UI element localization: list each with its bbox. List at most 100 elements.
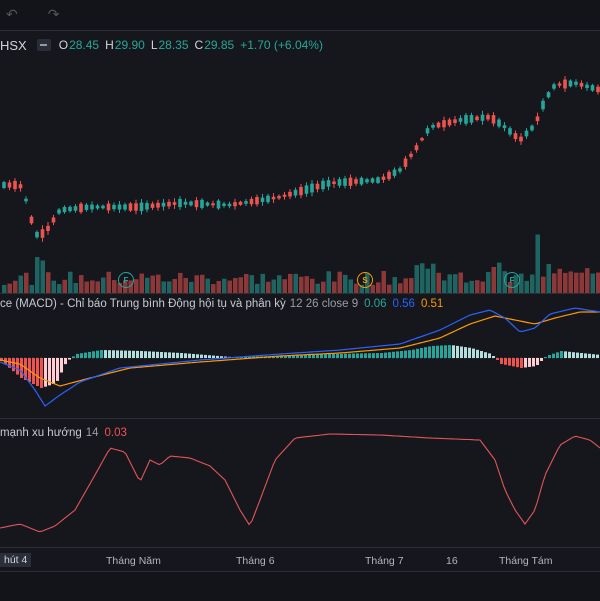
volume-bar — [546, 263, 551, 293]
macd-histogram-bar — [288, 355, 291, 358]
undo-icon[interactable]: ↶ — [6, 6, 18, 22]
macd-histogram-bar — [136, 350, 139, 358]
candle-body — [211, 203, 215, 206]
volume-bar — [288, 273, 293, 293]
volume-bar — [2, 284, 7, 293]
event-badge-f[interactable]: F — [504, 272, 520, 288]
price-chart[interactable] — [0, 55, 600, 295]
macd-histogram-bar — [588, 353, 591, 358]
volume-bar — [84, 281, 89, 293]
collapse-legend-button[interactable] — [36, 39, 51, 51]
adx-legend: mạnh xu hướng 14 0.03 — [0, 427, 127, 439]
candle-body — [321, 180, 325, 190]
macd-histogram-bar — [584, 353, 587, 358]
macd-histogram-bar — [404, 350, 407, 358]
candle-body — [480, 114, 485, 121]
macd-histogram-bar — [156, 351, 159, 358]
adx-title: mạnh xu hướng — [0, 427, 82, 439]
volume-bar — [497, 262, 502, 293]
candle-body — [101, 205, 105, 209]
adx-chart[interactable] — [0, 420, 600, 545]
volume-bar — [332, 281, 337, 293]
macd-histogram-bar — [440, 345, 443, 358]
volume-bar — [227, 280, 232, 293]
volume-bar — [128, 280, 133, 293]
pane-divider[interactable] — [0, 418, 600, 419]
volume-bar — [310, 278, 315, 293]
undo-redo-icons[interactable]: ↶ ↷ — [6, 6, 89, 23]
candle-body — [51, 217, 56, 223]
candle-body — [354, 179, 358, 184]
candle-body — [579, 82, 584, 87]
volume-bar — [266, 281, 271, 293]
macd-histogram-bar — [300, 355, 303, 358]
candle-body — [106, 203, 111, 211]
volume-bar — [150, 275, 155, 293]
macd-histogram-bar — [344, 353, 347, 358]
symbol-label[interactable]: HSX — [0, 37, 27, 53]
candle-body — [90, 204, 94, 210]
macd-histogram-bar — [312, 354, 315, 358]
candle-body — [95, 205, 100, 209]
volume-bar — [51, 280, 56, 293]
macd-histogram-bar — [64, 358, 67, 365]
candle-body — [332, 181, 336, 185]
volume-bar — [442, 280, 447, 293]
candle-body — [13, 180, 17, 190]
volume-bar — [315, 283, 320, 293]
volume-bar — [106, 271, 111, 293]
macd-chart[interactable] — [0, 300, 600, 415]
volume-bar — [321, 281, 326, 293]
macd-histogram-bar — [384, 352, 387, 358]
volume-bar — [167, 281, 172, 293]
macd-histogram-bar — [164, 352, 167, 358]
macd-histogram-bar — [472, 348, 475, 358]
macd-histogram-bar — [564, 351, 567, 358]
candle-body — [552, 84, 556, 89]
open-label: O — [58, 38, 69, 52]
macd-histogram-bar — [104, 350, 107, 358]
macd-histogram-bar — [540, 358, 543, 361]
pane-divider[interactable] — [0, 293, 600, 294]
volume-bar — [18, 275, 23, 293]
macd-histogram-bar — [356, 353, 359, 358]
macd-histogram-bar — [408, 350, 411, 358]
macd-histogram-bar — [32, 358, 35, 384]
redo-icon[interactable]: ↷ — [47, 6, 60, 22]
candle-body — [299, 186, 303, 196]
macd-histogram-bar — [500, 358, 503, 364]
volume-bar — [475, 280, 480, 293]
candle-body — [249, 198, 254, 205]
macd-histogram-bar — [572, 352, 575, 358]
macd-histogram-bar — [12, 358, 15, 372]
volume-bar — [161, 281, 166, 293]
candle-body — [590, 85, 595, 91]
event-badge-f[interactable]: F — [118, 272, 134, 288]
macd-histogram-bar — [520, 358, 523, 368]
candle-body — [414, 145, 419, 151]
macd-histogram-bar — [468, 347, 471, 358]
volume-bar — [194, 275, 199, 293]
time-label: Tháng Năm — [106, 555, 161, 567]
candle-body — [112, 204, 116, 210]
time-axis[interactable]: hút 4 Tháng Năm Tháng 6 Tháng 7 16 Tháng… — [0, 547, 600, 572]
candle-body — [568, 80, 573, 87]
candle-body — [271, 196, 276, 200]
macd-histogram-bar — [88, 351, 91, 358]
volume-bar — [40, 260, 45, 293]
time-label: Tháng Tám — [499, 555, 553, 567]
candle-body — [409, 153, 413, 157]
candle-body — [502, 125, 507, 129]
candle-body — [134, 203, 138, 211]
macd-histogram-bar — [508, 358, 511, 366]
event-badge-s[interactable]: S — [357, 272, 373, 288]
candle-body — [145, 203, 149, 210]
candle-body — [348, 177, 353, 186]
macd-line-value: 0.56 — [392, 298, 415, 310]
candle-body — [2, 182, 6, 188]
macd-histogram-bar — [272, 356, 275, 358]
low-value: 28.35 — [158, 38, 189, 52]
volume-bar — [233, 278, 238, 293]
candle-body — [73, 206, 78, 211]
volume-bar — [436, 272, 441, 293]
